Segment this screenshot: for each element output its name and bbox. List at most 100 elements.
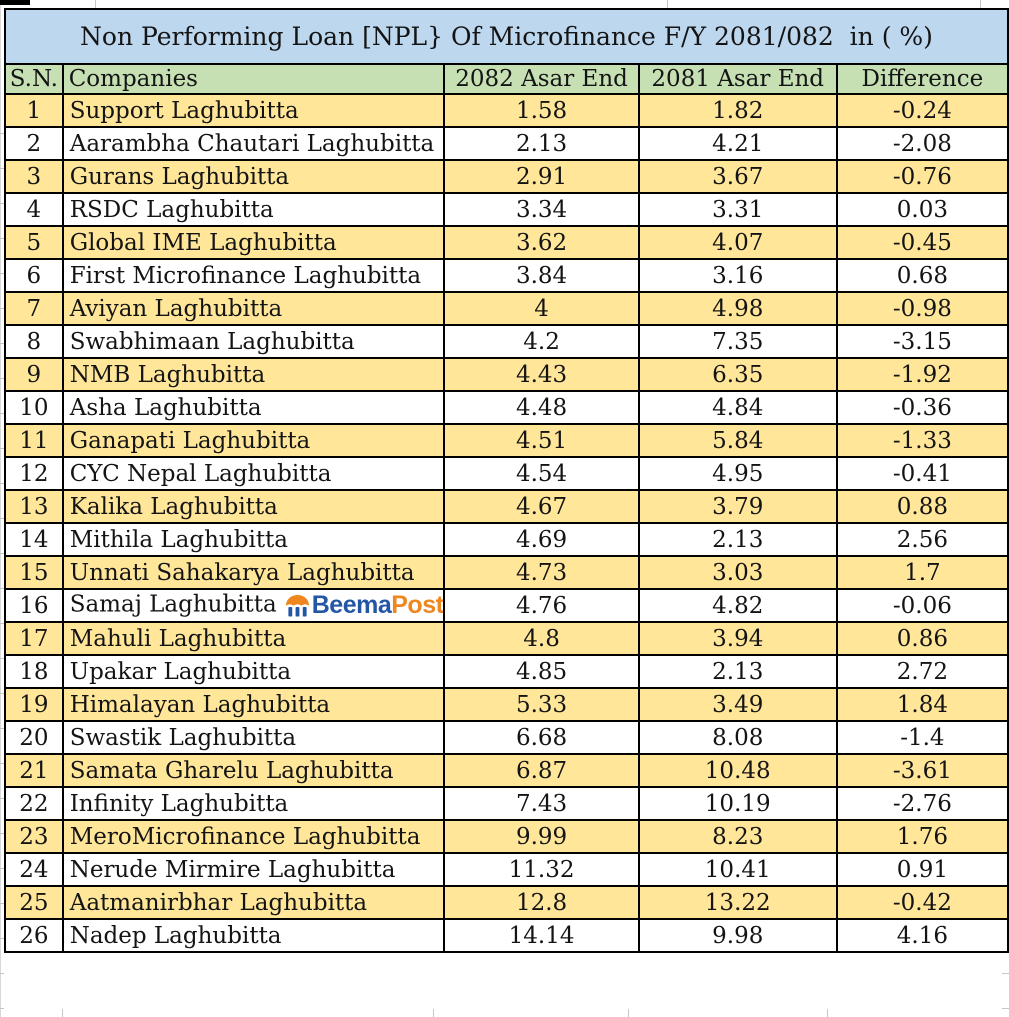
cell-2081-asar-end: 4.07 xyxy=(637,225,838,260)
npl-2081-value: 4.84 xyxy=(712,394,764,421)
npl-2082-value: 4.73 xyxy=(515,559,568,586)
npl-2082-value: 6.68 xyxy=(515,724,568,751)
npl-2082-value: 2.13 xyxy=(515,130,568,157)
difference-value: 1.84 xyxy=(896,691,948,718)
company-name: Ganapati Laghubitta xyxy=(69,427,311,454)
cell-sn: 4 xyxy=(4,192,64,227)
npl-2082-value: 11.32 xyxy=(508,856,575,883)
company-name: Nerude Mirmire Laghubitta xyxy=(69,856,396,883)
cell-difference: -1.4 xyxy=(835,720,1009,755)
cell-sn: 6 xyxy=(4,258,64,293)
title-row: Non Performing Loan [NPL} Of Microfinanc… xyxy=(4,8,1009,65)
cell-sn: 15 xyxy=(4,555,64,590)
company-name: Global IME Laghubitta xyxy=(69,229,337,256)
npl-2081-value: 3.79 xyxy=(712,493,764,520)
difference-value: -2.08 xyxy=(892,130,952,157)
difference-value: 0.86 xyxy=(896,625,948,652)
company-name: Nadep Laghubitta xyxy=(69,922,282,949)
cell-2082-asar-end: 6.87 xyxy=(443,753,640,788)
difference-value: 4.16 xyxy=(896,922,948,949)
cell-2081-asar-end: 10.48 xyxy=(637,753,838,788)
difference-value: -0.98 xyxy=(892,295,952,322)
npl-2082-value: 12.8 xyxy=(515,889,568,916)
npl-2082-value: 1.58 xyxy=(515,97,568,124)
cell-difference: 1.76 xyxy=(835,819,1009,854)
cell-2081-asar-end: 3.94 xyxy=(637,621,838,656)
cell-difference: -0.76 xyxy=(835,159,1009,194)
cell-2082-asar-end: 4.43 xyxy=(443,357,640,392)
table-row: 16 Samaj Laghubitta Beema Post 4.76 4.82 -… xyxy=(4,588,1009,623)
difference-value: 2.56 xyxy=(896,526,948,553)
npl-2082-value: 4.54 xyxy=(515,460,568,487)
cell-difference: 2.72 xyxy=(835,654,1009,689)
npl-2081-value: 2.13 xyxy=(712,526,764,553)
cell-2081-asar-end: 4.21 xyxy=(637,126,838,161)
cell-2082-asar-end: 2.91 xyxy=(443,159,640,194)
cell-difference: 1.7 xyxy=(835,555,1009,590)
cell-2082-asar-end: 3.34 xyxy=(443,192,640,227)
col-header-diff: Difference xyxy=(835,63,1009,95)
cell-2081-asar-end: 2.13 xyxy=(637,522,838,557)
company-name: Unnati Sahakarya Laghubitta xyxy=(69,559,415,586)
cell-difference: -0.42 xyxy=(835,885,1009,920)
table-row: 15 Unnati Sahakarya LaghubittaBeemaPost … xyxy=(4,555,1009,590)
cell-2082-asar-end: 4.54 xyxy=(443,456,640,491)
cell-sn: 7 xyxy=(4,291,64,326)
company-name: Mahuli Laghubitta xyxy=(69,625,287,652)
cell-sn: 26 xyxy=(4,918,64,953)
cell-sn: 11 xyxy=(4,423,64,458)
sn-value: 15 xyxy=(19,559,49,586)
cell-2082-asar-end: 6.68 xyxy=(443,720,640,755)
beemapost-logo: Beema Post xyxy=(285,591,442,620)
gridline xyxy=(667,0,668,8)
sn-value: 12 xyxy=(19,460,49,487)
npl-2081-value: 4.95 xyxy=(712,460,764,487)
company-name: MeroMicrofinance Laghubitta xyxy=(69,823,421,850)
cell-2081-asar-end: 3.67 xyxy=(637,159,838,194)
cell-sn: 14 xyxy=(4,522,64,557)
npl-2082-value: 4.69 xyxy=(515,526,568,553)
cell-difference: -2.08 xyxy=(835,126,1009,161)
npl-2081-value: 10.19 xyxy=(704,790,771,817)
sn-value: 13 xyxy=(19,493,49,520)
company-name: CYC Nepal Laghubitta xyxy=(69,460,332,487)
cell-sn: 12 xyxy=(4,456,64,491)
sn-value: 8 xyxy=(26,328,42,355)
cell-2082-asar-end: 4 xyxy=(443,291,640,326)
cell-2081-asar-end: 1.82 xyxy=(637,93,838,128)
cell-2081-asar-end: 7.35 xyxy=(637,324,838,359)
npl-2081-value: 4.21 xyxy=(712,130,764,157)
sn-value: 7 xyxy=(26,295,42,322)
company-name: Samaj Laghubitta xyxy=(69,591,277,618)
difference-value: -0.36 xyxy=(892,394,952,421)
cell-2081-asar-end: 6.35 xyxy=(637,357,838,392)
difference-value: -0.76 xyxy=(892,163,952,190)
cell-sn: 3 xyxy=(4,159,64,194)
cell-sn: 20 xyxy=(4,720,64,755)
company-name: Himalayan Laghubitta xyxy=(69,691,331,718)
cell-difference: -0.06 xyxy=(835,588,1009,623)
difference-value: 0.88 xyxy=(896,493,948,520)
sn-value: 25 xyxy=(19,889,49,916)
cell-sn: 16 xyxy=(4,588,64,623)
gridline xyxy=(980,0,981,8)
cell-sn: 8 xyxy=(4,324,64,359)
npl-2081-value: 3.31 xyxy=(712,196,764,223)
cell-sn: 24 xyxy=(4,852,64,887)
sn-value: 24 xyxy=(19,856,49,883)
